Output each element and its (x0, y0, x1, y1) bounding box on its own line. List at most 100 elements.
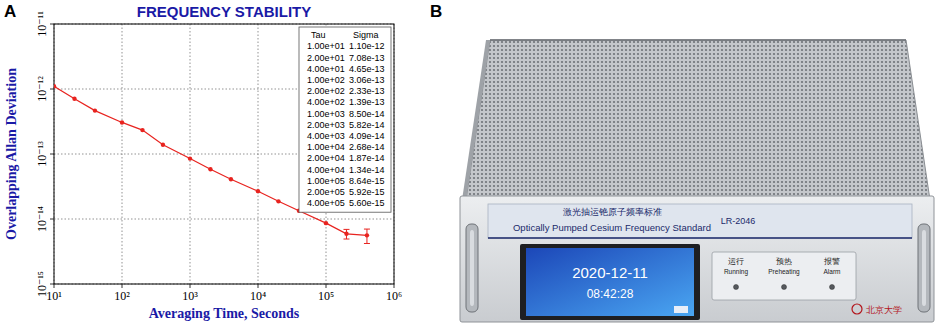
tick-x (122, 284, 123, 288)
table-cell: 1.00e+02 (307, 75, 345, 85)
tick-x (394, 284, 395, 288)
table-cell: 1.00e+01 (307, 41, 345, 51)
table-cell: 1.00e+04 (307, 142, 345, 152)
tick-y (50, 284, 54, 285)
panel-letter: B (430, 2, 442, 21)
device-title-zh: 激光抽运铯原子频率标准 (563, 207, 662, 217)
indicator-led (734, 285, 739, 290)
handle-grip (470, 230, 474, 306)
data-point (256, 189, 260, 193)
indicator-label-zh: 预热 (776, 257, 792, 266)
error-bar (364, 229, 370, 243)
table-cell: 4.00e+05 (307, 198, 345, 208)
data-point (324, 221, 328, 225)
table-cell: 1.00e+03 (307, 109, 345, 119)
tick-x (54, 284, 55, 288)
indicator-led (830, 285, 835, 290)
table-cell: 5.60e-15 (349, 198, 385, 208)
error-bar-cap (364, 243, 370, 244)
grid-line-x (190, 24, 191, 284)
tick-label-y: 10⁻¹³ (35, 141, 49, 167)
grid-line-y (54, 219, 394, 220)
panel-letter: A (4, 2, 16, 21)
indicator-label-en: Preheating (768, 268, 800, 276)
chassis-side (462, 40, 490, 200)
handle (918, 224, 930, 312)
front-panel (460, 196, 934, 322)
data-point (120, 120, 124, 124)
screen-button (674, 306, 688, 313)
logo-text: 北京大学 (866, 305, 902, 315)
table-cell: 4.00e+01 (307, 64, 345, 74)
screen-bezel (520, 244, 700, 320)
plot-background (54, 24, 394, 284)
chassis-top (466, 40, 930, 200)
table-cell: 3.06e-13 (349, 75, 385, 85)
indicator-label-en: Alarm (824, 268, 841, 275)
x-axis-title: Averaging Time, Seconds (149, 306, 300, 321)
handle-grip (922, 230, 926, 306)
tick-x (190, 284, 191, 288)
label-band (488, 204, 912, 238)
indicator-label-en: Running (724, 268, 749, 276)
data-point (54, 84, 56, 88)
tick-label-y: 10⁻¹¹ (35, 11, 49, 37)
data-point (140, 128, 144, 132)
table-cell: 8.50e-14 (349, 109, 385, 119)
error-bar (343, 229, 349, 239)
screen-date: 2020-12-11 (572, 264, 648, 281)
plot-frame (54, 24, 394, 284)
chassis-edge (490, 39, 906, 41)
error-bar-cap (343, 229, 349, 230)
table-header: Sigma (353, 30, 379, 40)
figure: AFREQUENCY STABILITY10¹10²10³10⁴10⁵10⁶10… (0, 0, 948, 327)
chart-title: FREQUENCY STABILITY (137, 3, 311, 20)
table-cell: 2.68e-14 (349, 142, 385, 152)
tick-x (326, 284, 327, 288)
table-cell: 4.00e+02 (307, 97, 345, 107)
data-point (188, 156, 192, 160)
tick-label-x: 10⁶ (386, 289, 402, 303)
tick-y (50, 89, 54, 90)
tick-label-x: 10⁵ (318, 289, 334, 303)
y-axis-title: Overlapping Allan Deviation (4, 68, 19, 240)
indicator-led (782, 285, 787, 290)
indicator-label-zh: 运行 (728, 257, 744, 266)
data-point (93, 108, 97, 112)
table-cell: 1.00e+05 (307, 176, 345, 186)
data-point (72, 97, 76, 101)
data-point (229, 177, 233, 181)
table-cell: 2.00e+02 (307, 86, 345, 96)
table-cell: 2.00e+05 (307, 187, 345, 197)
data-point (208, 167, 212, 171)
table-cell: 2.00e+01 (307, 53, 345, 63)
table-cell: 1.34e-14 (349, 165, 385, 175)
table-cell: 5.82e-14 (349, 120, 385, 130)
tick-y (50, 219, 54, 220)
table-cell: 2.33e-13 (349, 86, 385, 96)
error-bar-cap (343, 239, 349, 240)
data-point (161, 143, 165, 147)
table-cell: 1.87e-14 (349, 153, 385, 163)
screen-time: 08:42:28 (587, 287, 634, 301)
tick-x (258, 284, 259, 288)
table-cell: 5.92e-15 (349, 187, 385, 197)
tick-label-y: 10⁻¹⁵ (35, 271, 49, 297)
table-cell: 4.65e-13 (349, 64, 385, 74)
table-cell: 7.08e-13 (349, 53, 385, 63)
tick-label-x: 10³ (182, 289, 198, 303)
handle (466, 224, 478, 312)
tick-label-y: 10⁻¹⁴ (35, 206, 49, 232)
table-cell: 8.64e-15 (349, 176, 385, 186)
error-bar-cap (364, 229, 370, 230)
data-line (54, 86, 367, 235)
data-point (344, 232, 348, 236)
data-group (54, 84, 370, 243)
table-cell: 1.10e-12 (349, 41, 385, 51)
tick-label-x: 10⁴ (250, 289, 266, 303)
table-cell: 2.00e+03 (307, 120, 345, 130)
data-point (365, 233, 369, 237)
table-cell: 1.39e-13 (349, 97, 385, 107)
data-point (276, 199, 280, 203)
screen (526, 248, 694, 316)
